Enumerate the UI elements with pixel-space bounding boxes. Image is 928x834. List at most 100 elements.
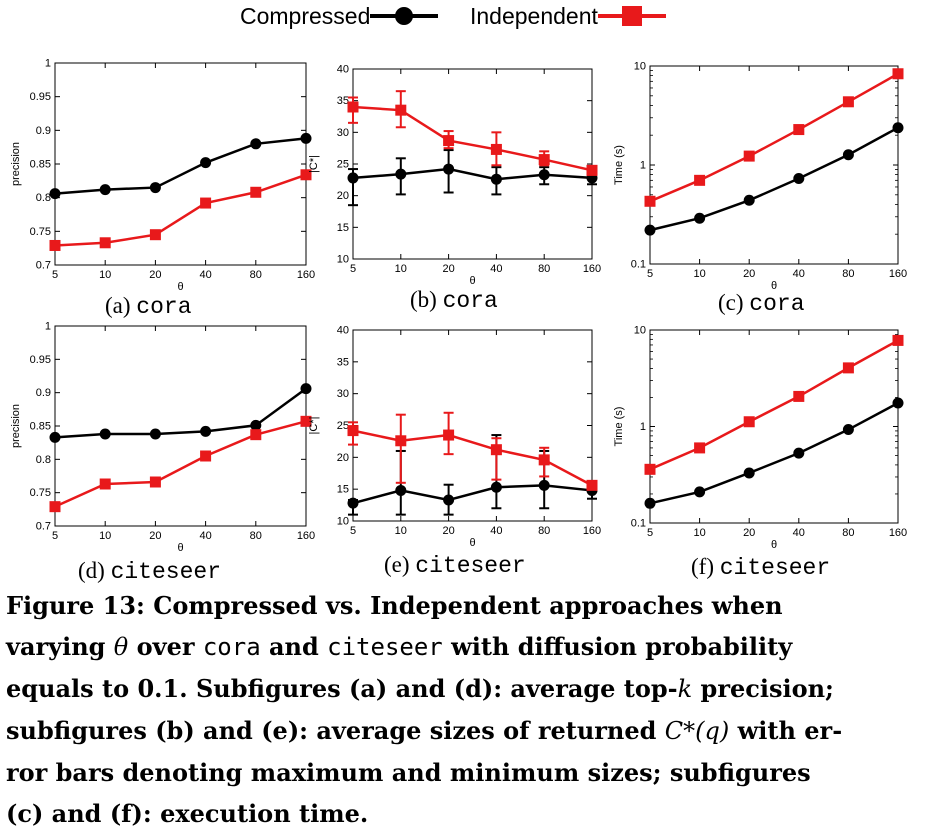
data-point — [200, 197, 212, 209]
data-point — [200, 425, 212, 437]
x-tick-label: 160 — [889, 527, 907, 539]
data-point — [347, 101, 359, 113]
caption-over: over — [136, 632, 195, 661]
x-axis-label: θ — [771, 280, 777, 292]
series-line — [649, 339, 899, 471]
data-point — [892, 397, 904, 409]
y-tick-label: 0.85 — [30, 159, 51, 171]
y-tick-label: 10 — [634, 61, 646, 73]
subcaption-d-dataset: citeseer — [110, 559, 221, 585]
y-tick-label: 0.95 — [30, 354, 51, 366]
y-tick-label: 0.95 — [30, 91, 51, 103]
x-tick-label: 40 — [793, 527, 805, 539]
caption-line-2: varying θ over cora and citeseer with di… — [6, 626, 918, 668]
legend-independent-swatch — [597, 6, 666, 26]
y-tick-label: 30 — [337, 127, 349, 139]
subcaption-a-dataset: cora — [136, 294, 192, 320]
y-tick-label: 0.8 — [36, 454, 51, 466]
series-compressed — [49, 383, 312, 443]
subcaption-f-letter: (f) — [691, 554, 714, 579]
x-tick-label: 80 — [250, 269, 262, 281]
data-point — [842, 424, 854, 436]
y-tick-label: 40 — [337, 64, 349, 76]
data-point — [644, 463, 656, 475]
subcaption-e: (e) citeseer — [384, 552, 526, 579]
caption-with-diffusion: with diffusion probability — [451, 632, 793, 661]
data-point — [99, 184, 111, 196]
x-tick-label: 160 — [889, 268, 907, 280]
subcaption-b-letter: (b) — [410, 287, 437, 312]
series-line — [352, 105, 593, 172]
x-tick-label: 10 — [99, 269, 111, 281]
data-point — [395, 435, 407, 447]
series-line — [352, 167, 593, 181]
subcaption-b: (b) cora — [410, 287, 498, 314]
series-compressed — [347, 149, 598, 207]
x-tick-label: 80 — [538, 525, 550, 537]
series-independent — [49, 415, 312, 513]
caption-citeseer: citeseer — [327, 633, 443, 661]
subcaption-f-dataset: citeseer — [719, 555, 831, 581]
data-point — [149, 428, 161, 440]
series-line — [54, 137, 307, 195]
data-point — [644, 195, 656, 207]
series-compressed — [49, 132, 312, 200]
series-compressed — [347, 434, 598, 516]
caption-line-4-text: subfigures (b) and (e): average sizes of… — [6, 716, 657, 745]
subcaption-f: (f) citeseer — [691, 554, 830, 581]
x-tick-label: 40 — [793, 268, 805, 280]
x-tick-label: 160 — [297, 530, 315, 542]
subcaption-a: (a) cora — [105, 293, 192, 320]
data-point — [99, 237, 111, 249]
data-point — [538, 454, 550, 466]
x-tick-label: 10 — [395, 525, 407, 537]
chart-svg: 0.7 0.75 0.8 0.85 0.9 0.95 1 5 10 20 40 80 160 θ preci… — [10, 321, 315, 555]
series-compressed — [644, 122, 904, 236]
x-tick-label: 5 — [350, 263, 356, 275]
x-axis-label: θ — [469, 275, 475, 287]
caption-line-5: ror bars denoting maximum and minimum si… — [6, 752, 918, 793]
data-point — [793, 447, 805, 459]
y-tick-label: 20 — [337, 452, 349, 464]
data-point — [743, 416, 755, 428]
y-tick-label: 1 — [45, 321, 51, 333]
data-point — [644, 497, 656, 509]
data-point — [892, 122, 904, 134]
data-point — [842, 96, 854, 108]
y-axis-label: precision — [10, 142, 22, 186]
y-tick-label: 10 — [337, 516, 349, 528]
panel-f-citeseer: 0.1 1 10 5 10 20 40 80 160 θ Time (s) — [610, 318, 910, 558]
chart-legend: Compressed Independent — [0, 0, 928, 34]
data-point — [49, 431, 61, 443]
data-point — [793, 390, 805, 402]
data-point — [793, 124, 805, 136]
figure-caption: Figure 13: Compressed vs. Independent ap… — [6, 585, 918, 834]
data-point — [892, 68, 904, 80]
data-point — [250, 429, 262, 441]
data-point — [694, 442, 706, 454]
x-tick-label: 5 — [647, 268, 653, 280]
data-point — [694, 212, 706, 224]
data-point — [842, 149, 854, 161]
data-point — [443, 494, 455, 506]
panel-d-citeseer: 0.7 0.75 0.8 0.85 0.9 0.95 1 5 10 20 40 80 160 θ preci… — [0, 318, 315, 558]
legend-independent: Independent — [470, 2, 666, 30]
data-point — [892, 334, 904, 346]
caption-line-6-text: (c) and (f): execution time. — [6, 799, 369, 828]
data-point — [99, 428, 111, 440]
y-tick-label: 0.85 — [30, 421, 51, 433]
y-tick-label: 15 — [337, 484, 349, 496]
x-tick-label: 10 — [693, 527, 705, 539]
data-point — [743, 194, 755, 206]
subcaption-e-letter: (e) — [384, 552, 410, 577]
legend-compressed-label: Compressed — [240, 2, 371, 29]
y-tick-label: 25 — [337, 159, 349, 171]
caption-line-3-text: equals to 0.1. Subfigures (a) and (d): a… — [6, 674, 678, 703]
x-tick-label: 20 — [149, 530, 161, 542]
x-tick-label: 20 — [442, 263, 454, 275]
series-compressed — [644, 397, 904, 509]
x-tick-label: 40 — [490, 263, 502, 275]
y-tick-label: 35 — [337, 356, 349, 368]
data-point — [49, 501, 61, 513]
data-point — [49, 188, 61, 200]
